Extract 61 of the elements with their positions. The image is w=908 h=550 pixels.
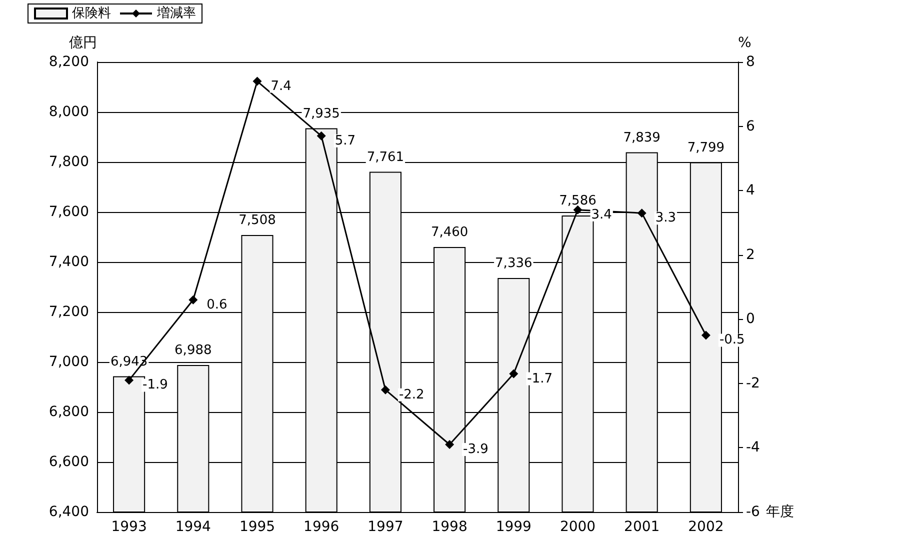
y2-tick-label: 2 (746, 246, 755, 263)
data-label: 7,799 (687, 140, 725, 156)
data-label: 7,935 (302, 106, 340, 122)
y2-tick-label: 0 (746, 311, 755, 328)
data-label: -1.7 (527, 371, 553, 386)
y2-tick-label: -6 (746, 504, 760, 520)
x-tick-label: 2002 (688, 519, 724, 535)
data-label: 0.6 (206, 297, 228, 312)
x-tick-label: 1998 (432, 519, 468, 535)
y-tick-label: 7,400 (48, 254, 89, 270)
point (637, 208, 646, 218)
x-tick-label: 1997 (368, 519, 404, 535)
x-tick-label: 1996 (304, 519, 340, 535)
x-tick-label: 2000 (560, 519, 596, 535)
point (445, 440, 454, 449)
point (380, 385, 390, 394)
point (509, 369, 518, 378)
y-tick-label: 6,800 (48, 404, 89, 420)
data-label: 7.4 (270, 78, 292, 94)
y2-axis-title: % (738, 35, 752, 51)
y-tick-label: 6,400 (48, 504, 89, 520)
data-label: -3.9 (463, 442, 488, 457)
point (252, 76, 262, 86)
data-label: -0.5 (719, 332, 745, 348)
y-tick-label: 7,200 (48, 304, 89, 320)
data-label: 7,460 (430, 225, 468, 240)
point (701, 330, 710, 340)
data-label: 7,761 (366, 150, 404, 165)
y2-tick-label: -2 (746, 375, 760, 392)
y2-tick-label: 4 (746, 182, 755, 199)
point (188, 295, 198, 304)
y2-tick-label: -4 (746, 440, 760, 456)
y-tick-label: 6,600 (48, 454, 89, 470)
y2-tick-label: 8 (746, 54, 755, 70)
x-tick-label: 1994 (175, 519, 212, 535)
x-axis-title: 年度 (766, 504, 794, 520)
legend-label: 増減率 (156, 5, 196, 21)
legend-label: 保険料 (72, 6, 111, 21)
y-tick-label: 7,000 (48, 354, 89, 370)
x-tick-label: 2001 (624, 519, 660, 535)
data-label: 3.3 (655, 210, 676, 226)
x-tick-label: 1995 (239, 519, 276, 535)
data-label: 5.7 (334, 133, 356, 148)
y-tick-label: 7,800 (48, 154, 89, 170)
data-label: 7,336 (495, 256, 532, 271)
data-label: -2.2 (398, 387, 424, 402)
data-label: 7,839 (623, 130, 660, 146)
y-tick-label: 8,200 (48, 54, 89, 70)
y-tick-label: 7,600 (48, 204, 89, 220)
y2-tick-label: 6 (746, 118, 755, 134)
data-label: 7,508 (238, 213, 276, 228)
data-label: 3.4 (591, 207, 612, 222)
x-tick-label: 1999 (496, 519, 532, 535)
point (124, 376, 134, 385)
x-tick-label: 1993 (111, 519, 147, 535)
y-tick-label: 8,000 (48, 104, 89, 120)
data-label: -1.9 (142, 378, 168, 393)
data-label: 6,988 (174, 343, 212, 358)
point (316, 131, 326, 140)
data-label: 7,586 (559, 194, 596, 208)
y-axis-title: 億円 (69, 35, 97, 51)
